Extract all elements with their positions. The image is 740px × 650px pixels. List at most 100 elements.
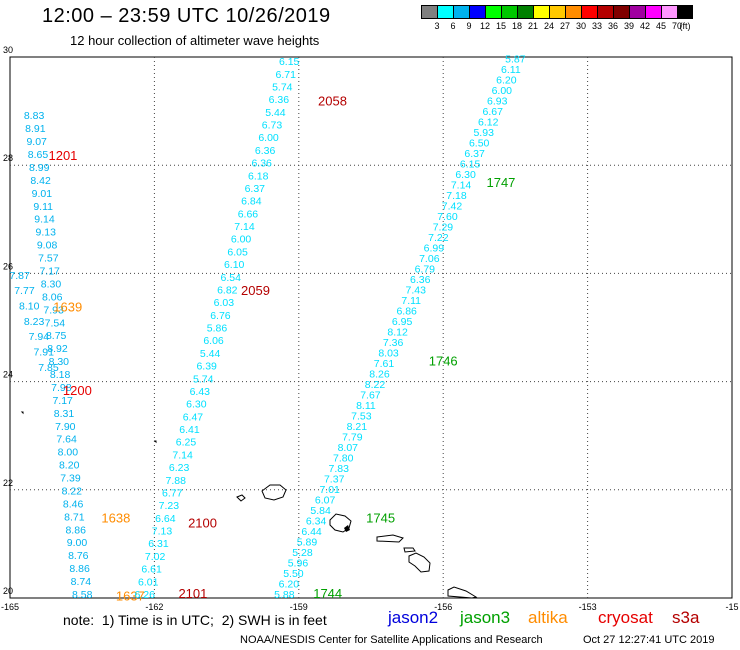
wave-height-point: 6.05 xyxy=(227,246,248,258)
legend-swatch xyxy=(517,5,533,19)
wave-height-point: 7.87 xyxy=(9,270,30,282)
wave-height-point: 8.07 xyxy=(338,442,359,454)
legend-swatch xyxy=(533,5,549,19)
wave-height-point: 8.22 xyxy=(365,379,386,391)
longitude-tick-label: -156 xyxy=(434,602,452,612)
pass-time-label: 1639 xyxy=(53,299,82,314)
wave-height-point: 7.85 xyxy=(38,362,59,374)
wave-height-point: 6.03 xyxy=(214,297,235,309)
pass-time-label: 1200 xyxy=(63,383,92,398)
wave-height-point: 9.11 xyxy=(33,201,53,213)
legend-swatch xyxy=(549,5,565,19)
altimeter-track: 8.838.919.078.658.998.429.019.119.149.13… xyxy=(24,110,93,601)
footer-note: note: 1) Time is in UTC; 2) SWH is in fe… xyxy=(63,612,327,628)
wave-height-point: 8.83 xyxy=(24,110,45,122)
latitude-tick-label: 28 xyxy=(3,153,13,163)
island-outline xyxy=(403,547,416,553)
wave-height-point: 8.23 xyxy=(24,316,45,328)
map-title: 12:00 – 23:59 UTC 10/26/2019 xyxy=(42,5,331,27)
legend-swatch xyxy=(485,5,501,19)
wave-height-point: 6.10 xyxy=(224,259,245,271)
island-outline xyxy=(153,440,157,444)
pass-time-label: 1745 xyxy=(366,510,395,525)
wave-height-point: 7.83 xyxy=(329,463,350,475)
wave-height-point: 6.64 xyxy=(155,513,176,525)
wave-height-point: 8.99 xyxy=(29,162,50,174)
wave-height-point: 6.06 xyxy=(203,335,224,347)
pass-time-label: 1746 xyxy=(429,353,458,368)
wave-height-point: 8.00 xyxy=(58,447,79,459)
latitude-tick-label: 24 xyxy=(3,370,13,380)
wave-height-point: 6.43 xyxy=(190,386,211,398)
legend-tick-label: 45 xyxy=(655,21,667,31)
wave-height-point: 6.18 xyxy=(248,170,269,182)
wave-height-point: 7.90 xyxy=(55,421,76,433)
wave-height-point: 7.13 xyxy=(152,526,173,538)
wave-height-point: 6.36 xyxy=(410,274,431,286)
island-outline xyxy=(20,411,24,415)
wave-height-point: 6.44 xyxy=(301,526,322,538)
wave-height-point: 7.80 xyxy=(333,452,354,464)
wave-height-point: 8.86 xyxy=(65,524,86,536)
wave-height-point: 7.14 xyxy=(451,179,472,191)
wave-height-point: 7.17 xyxy=(39,265,60,277)
wave-height-point: 6.20 xyxy=(496,74,517,86)
wave-height-point: 8.46 xyxy=(63,498,84,510)
wave-height-point: 8.92 xyxy=(47,343,68,355)
wave-height-point: 8.71 xyxy=(64,511,85,523)
hawaiian-islands-coastline xyxy=(20,411,478,599)
wave-height-point: 7.18 xyxy=(446,190,467,202)
longitude-tick-label: -15 xyxy=(725,602,738,612)
pass-time-label: 2100 xyxy=(188,516,217,531)
wave-height-point: 6.00 xyxy=(258,132,279,144)
wave-height-point: 8.86 xyxy=(69,563,90,575)
wave-height-point: 6.00 xyxy=(492,85,513,97)
wave-height-point: 6.76 xyxy=(210,310,231,322)
wave-height-point: 9.08 xyxy=(37,240,58,252)
wave-height-point: 9.00 xyxy=(67,537,88,549)
satellite-name-cryosat: cryosat xyxy=(598,608,653,627)
wave-height-point: 5.87 xyxy=(505,53,526,65)
legend-swatch xyxy=(565,5,581,19)
wave-height-point: 8.26 xyxy=(369,368,390,380)
wave-height-point: 7.37 xyxy=(324,473,345,485)
island-outline xyxy=(376,534,404,543)
wave-height-point: 8.18 xyxy=(50,369,71,381)
wave-height-point: 6.39 xyxy=(196,361,217,373)
wave-height-point: 8.58 xyxy=(72,589,93,601)
wave-height-point: 6.37 xyxy=(245,183,266,195)
legend-swatch xyxy=(661,5,677,19)
longitude-tick-label: -162 xyxy=(145,602,163,612)
wave-height-point: 6.20 xyxy=(279,578,300,590)
wave-height-point: 6.31 xyxy=(148,538,169,550)
longitude-tick-label: -159 xyxy=(290,602,308,612)
wave-height-point: 6.26 xyxy=(135,589,156,601)
wave-height-point: 7.06 xyxy=(419,253,440,265)
wave-height-point: 8.12 xyxy=(387,326,408,338)
island-outline xyxy=(236,494,246,502)
satellite-name-altika: altika xyxy=(528,608,568,627)
wave-height-point: 8.22 xyxy=(62,485,83,497)
legend-tick-label: 70 xyxy=(671,21,683,31)
wave-height-point: 7.94 xyxy=(29,331,50,343)
wave-height-point: 7.29 xyxy=(433,221,454,233)
wave-height-point: 7.53 xyxy=(351,410,372,422)
wave-height-point: 6.37 xyxy=(464,148,485,160)
legend-swatch xyxy=(629,5,645,19)
pass-time-label: 1201 xyxy=(48,148,77,163)
wave-height-point: 5.28 xyxy=(292,547,313,559)
wave-height-point: 6.79 xyxy=(415,263,436,275)
legend-tick-label: 39 xyxy=(623,21,635,31)
legend-tick-label: 36 xyxy=(607,21,619,31)
wave-height-point: 6.47 xyxy=(183,411,204,423)
pass-time-label: 1637 xyxy=(116,589,145,604)
wave-height-point: 8.10 xyxy=(19,300,40,312)
legend-swatch xyxy=(469,5,485,19)
wave-height-point: 6.93 xyxy=(487,95,508,107)
satellite-name-jason2: jason2 xyxy=(388,608,439,627)
wave-height-point: 7.36 xyxy=(383,337,404,349)
wave-height-point: 7.64 xyxy=(56,434,77,446)
legend-unit-label: (ft) xyxy=(679,21,691,31)
wave-height-point: 7.60 xyxy=(437,211,458,223)
legend-swatch xyxy=(613,5,629,19)
